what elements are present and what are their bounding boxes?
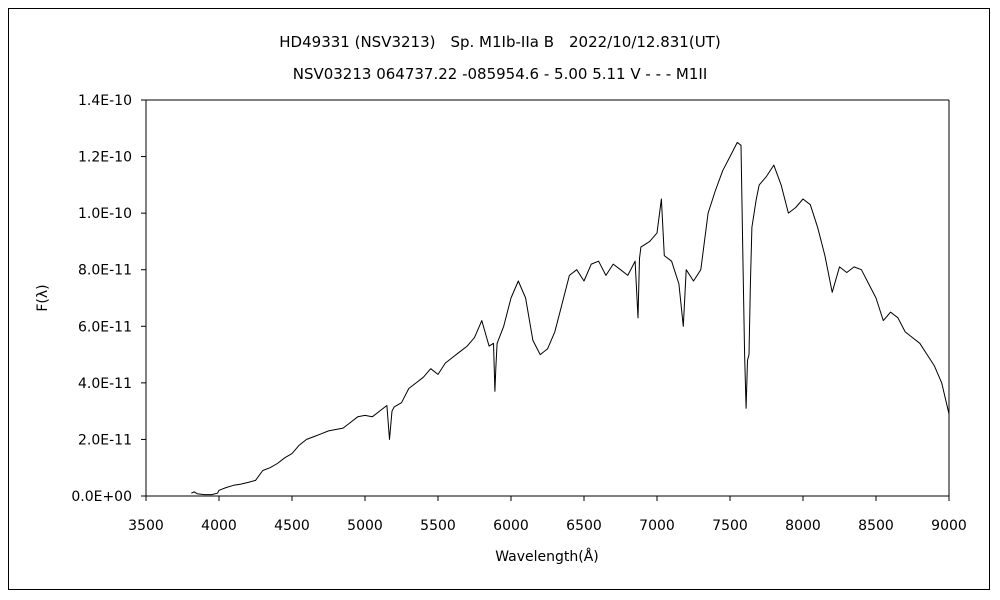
x-tick-label: 3500 xyxy=(128,518,164,534)
x-tick-label: 4500 xyxy=(274,518,310,534)
x-axis-ticks: 3500 4000 4500 5000 5500 6000 6500 7000 7500 8000… xyxy=(128,496,967,534)
x-tick-label: 8000 xyxy=(785,518,821,534)
x-tick-label: 6000 xyxy=(493,518,529,534)
x-tick-label: 5000 xyxy=(347,518,383,534)
y-tick-label: 1.2E-10 xyxy=(78,150,132,166)
x-tick-label: 7500 xyxy=(712,518,748,534)
series-layer xyxy=(191,141,950,496)
x-tick-label: 7000 xyxy=(639,518,675,534)
y-tick-label: 0.0E+00 xyxy=(71,489,132,505)
y-tick-label: 6.0E-11 xyxy=(78,319,132,335)
y-tick-label: 1.0E-10 xyxy=(78,206,132,222)
spectrum-line xyxy=(191,141,950,496)
x-tick-label: 9000 xyxy=(931,518,967,534)
x-tick-label: 6500 xyxy=(566,518,602,534)
y-axis-ticks: 0.0E+00 2.0E-11 4.0E-11 6.0E-11 8.0E-11 1.0E-… xyxy=(71,93,146,505)
y-tick-label: 4.0E-11 xyxy=(78,376,132,392)
plot-area xyxy=(145,99,950,497)
x-tick-label: 5500 xyxy=(420,518,456,534)
y-tick-label: 1.4E-10 xyxy=(78,93,132,109)
x-tick-label: 8500 xyxy=(858,518,894,534)
y-axis-label: F(λ) xyxy=(35,284,51,311)
x-axis-label: Wavelength(Å) xyxy=(495,548,599,565)
x-tick-label: 4000 xyxy=(201,518,237,534)
y-tick-label: 8.0E-11 xyxy=(78,263,132,279)
y-tick-label: 2.0E-11 xyxy=(78,432,132,448)
chart-title: HD49331 (NSV3213) Sp. M1Ib-IIa B 2022/10… xyxy=(279,33,720,51)
chart-subtitle: NSV03213 064737.22 -085954.6 - 5.00 5.11… xyxy=(293,65,708,83)
chart-frame xyxy=(8,8,990,590)
